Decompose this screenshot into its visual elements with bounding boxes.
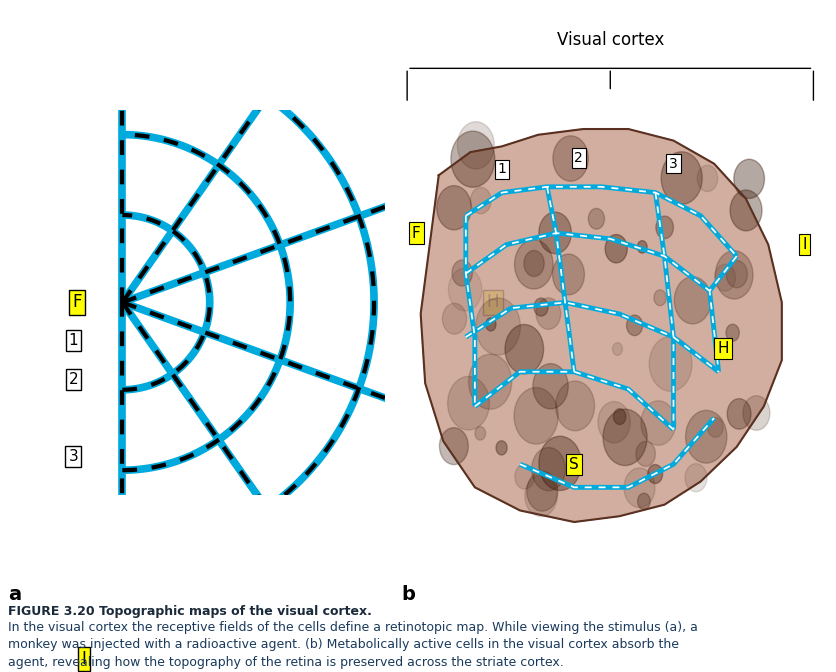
Circle shape: [471, 187, 491, 214]
Circle shape: [716, 251, 753, 299]
Text: 3: 3: [69, 449, 79, 464]
Text: Visual cortex: Visual cortex: [557, 31, 664, 49]
Circle shape: [539, 436, 581, 491]
Text: I: I: [81, 650, 86, 668]
Circle shape: [524, 251, 544, 276]
Circle shape: [514, 240, 553, 289]
Text: 1: 1: [69, 333, 79, 348]
Circle shape: [486, 318, 496, 331]
Circle shape: [539, 212, 571, 253]
Circle shape: [534, 298, 548, 316]
Circle shape: [715, 264, 736, 291]
Circle shape: [726, 324, 739, 341]
Circle shape: [457, 122, 494, 169]
Text: H: H: [717, 341, 729, 356]
Circle shape: [515, 464, 534, 489]
Text: F: F: [72, 294, 82, 311]
Text: 2: 2: [69, 372, 79, 387]
Text: H: H: [487, 294, 499, 311]
Circle shape: [553, 136, 589, 181]
Circle shape: [605, 235, 627, 263]
Circle shape: [637, 241, 647, 253]
Circle shape: [727, 398, 751, 429]
Circle shape: [598, 401, 630, 443]
Circle shape: [527, 471, 558, 511]
Circle shape: [654, 290, 666, 306]
Circle shape: [661, 152, 702, 204]
Circle shape: [656, 216, 674, 239]
Circle shape: [624, 468, 655, 507]
Text: F: F: [412, 226, 421, 241]
Circle shape: [496, 441, 507, 455]
Circle shape: [556, 381, 594, 431]
Circle shape: [726, 261, 747, 288]
Polygon shape: [421, 129, 782, 522]
Circle shape: [469, 354, 512, 409]
Circle shape: [614, 409, 626, 425]
Circle shape: [707, 417, 723, 437]
Circle shape: [451, 131, 495, 187]
Circle shape: [675, 277, 711, 324]
Circle shape: [697, 165, 717, 192]
Circle shape: [436, 185, 472, 230]
Circle shape: [734, 159, 764, 198]
Circle shape: [442, 303, 466, 334]
Circle shape: [638, 493, 650, 509]
Text: In the visual cortex the receptive fields of the cells define a retinotopic map.: In the visual cortex the receptive field…: [8, 621, 698, 634]
Circle shape: [685, 464, 707, 492]
Text: 3: 3: [669, 157, 678, 171]
Circle shape: [447, 376, 489, 430]
Circle shape: [440, 427, 468, 464]
Circle shape: [636, 442, 655, 466]
Text: FIGURE 3.20 Topographic maps of the visual cortex.: FIGURE 3.20 Topographic maps of the visu…: [8, 605, 372, 618]
Circle shape: [641, 401, 675, 446]
Circle shape: [475, 427, 486, 440]
Circle shape: [553, 254, 584, 295]
Circle shape: [603, 409, 647, 466]
Circle shape: [533, 364, 568, 409]
Text: S: S: [569, 457, 579, 472]
Text: monkey was injected with a radioactive agent. (b) Metabolically active cells in : monkey was injected with a radioactive a…: [8, 638, 680, 651]
Text: 1: 1: [497, 163, 507, 177]
Circle shape: [448, 268, 482, 311]
Circle shape: [648, 464, 663, 484]
Text: a: a: [8, 585, 22, 603]
Circle shape: [514, 388, 558, 444]
Text: I: I: [803, 237, 807, 252]
Text: b: b: [401, 585, 415, 603]
Circle shape: [532, 448, 565, 491]
Circle shape: [743, 396, 770, 430]
Circle shape: [626, 315, 643, 335]
Circle shape: [650, 337, 692, 391]
Circle shape: [505, 325, 543, 374]
Circle shape: [613, 343, 623, 355]
Circle shape: [452, 260, 472, 286]
Circle shape: [525, 475, 557, 517]
Circle shape: [589, 208, 604, 229]
Circle shape: [686, 411, 726, 463]
Circle shape: [536, 298, 561, 329]
Text: agent, revealing how the topography of the retina is preserved across the striat: agent, revealing how the topography of t…: [8, 656, 564, 669]
Text: 2: 2: [574, 151, 583, 165]
Circle shape: [730, 190, 762, 231]
Circle shape: [476, 298, 520, 355]
